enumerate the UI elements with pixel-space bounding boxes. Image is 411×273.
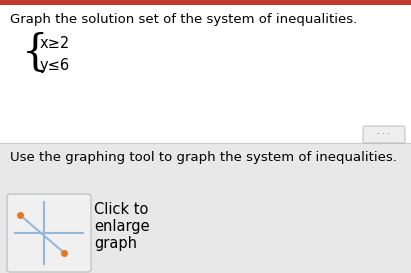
FancyBboxPatch shape <box>363 126 405 143</box>
Text: graph: graph <box>94 236 137 251</box>
Text: x≥2: x≥2 <box>40 36 70 51</box>
Text: {: { <box>22 32 48 74</box>
Text: Click to: Click to <box>94 202 148 217</box>
Text: · · ·: · · · <box>377 130 390 139</box>
Bar <box>0 0 411 143</box>
Bar <box>0 0 411 5</box>
Text: y≤6: y≤6 <box>40 58 70 73</box>
Text: Graph the solution set of the system of inequalities.: Graph the solution set of the system of … <box>10 13 357 26</box>
Text: enlarge: enlarge <box>94 219 150 234</box>
Text: Use the graphing tool to graph the system of inequalities.: Use the graphing tool to graph the syste… <box>10 151 397 164</box>
FancyBboxPatch shape <box>7 194 91 272</box>
